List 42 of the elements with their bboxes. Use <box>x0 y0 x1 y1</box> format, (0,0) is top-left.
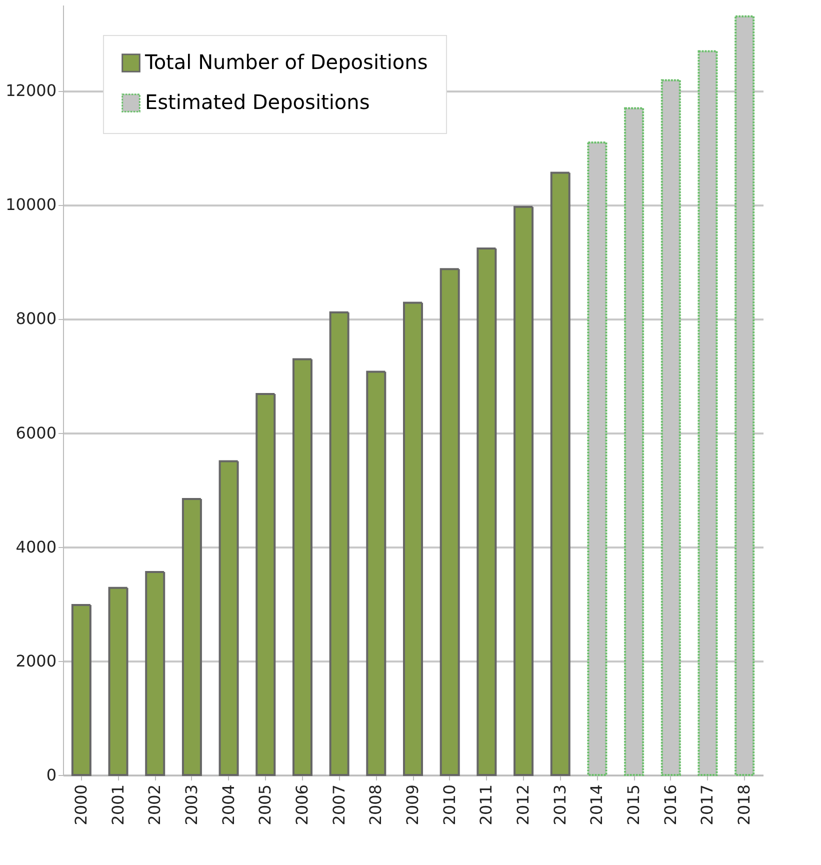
x-tick-label: 2017 <box>698 784 717 826</box>
bar <box>256 392 276 776</box>
y-tick-label: 8000 <box>16 309 56 328</box>
bar <box>108 586 128 776</box>
x-tick-label: 2001 <box>108 784 128 826</box>
x-tick-label: 2015 <box>624 784 644 826</box>
y-tick-label: 12000 <box>6 81 56 100</box>
x-tick-label: 2002 <box>145 784 164 826</box>
x-tick-label: 2010 <box>440 784 459 826</box>
bar <box>440 268 460 776</box>
x-tick-label: 2000 <box>71 784 90 826</box>
x-tick-label: 2003 <box>182 784 201 826</box>
y-tick-label: 2000 <box>16 651 56 670</box>
bar <box>366 370 386 776</box>
y-tick-label: 6000 <box>16 423 56 442</box>
x-tick-label: 2006 <box>292 784 312 826</box>
x-tick-label: 2018 <box>734 784 754 826</box>
x-tick-label: 2013 <box>550 784 570 826</box>
bar <box>182 498 202 776</box>
legend-label: Total Number of Depositions <box>144 50 428 74</box>
bar <box>292 358 312 776</box>
x-tick-label: 2009 <box>403 784 422 826</box>
bar <box>403 302 423 776</box>
y-tick-label: 0 <box>46 766 56 784</box>
y-tick-label: 4000 <box>16 537 56 556</box>
x-tick-label: 2012 <box>514 784 533 826</box>
bar <box>550 172 570 776</box>
bar <box>514 206 534 776</box>
x-tick-label: 2008 <box>366 784 386 826</box>
x-tick-label: 2004 <box>218 784 238 826</box>
bar <box>71 604 92 776</box>
x-tick-label: 2007 <box>329 784 348 826</box>
x-tick-label: 2014 <box>587 784 606 826</box>
y-tick-label: 10000 <box>6 195 56 214</box>
bar <box>145 570 166 776</box>
bar <box>476 248 497 776</box>
x-tick-label: 2011 <box>476 784 496 826</box>
legend-label: Estimated Depositions <box>145 90 370 114</box>
x-tick-label: 2016 <box>660 784 680 826</box>
x-tick-label: 2005 <box>256 784 275 826</box>
bar <box>329 311 350 776</box>
bar <box>218 460 239 776</box>
